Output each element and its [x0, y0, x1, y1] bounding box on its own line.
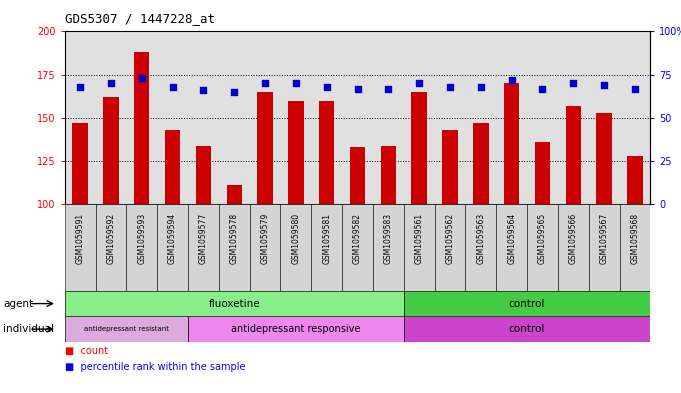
Text: GSM1059582: GSM1059582	[353, 213, 362, 264]
Bar	[350, 147, 365, 204]
Bar	[227, 185, 242, 204]
Text: individual: individual	[3, 324, 54, 334]
Bar	[411, 92, 427, 204]
Text: agent: agent	[3, 299, 33, 309]
Bar	[219, 204, 250, 291]
Text: GSM1059561: GSM1059561	[415, 213, 424, 264]
Point	[445, 84, 456, 90]
Bar	[465, 204, 496, 291]
Point	[290, 80, 301, 86]
Text: GSM1059580: GSM1059580	[291, 213, 300, 264]
Bar	[95, 204, 127, 291]
Bar	[288, 101, 304, 204]
Point	[352, 85, 363, 92]
Bar	[504, 83, 520, 204]
Text: ■  percentile rank within the sample: ■ percentile rank within the sample	[65, 362, 245, 371]
Point	[198, 87, 209, 94]
Bar	[597, 113, 612, 204]
Text: antidepressant resistant: antidepressant resistant	[84, 326, 169, 332]
Bar	[496, 204, 527, 291]
Bar	[188, 204, 219, 291]
Text: GSM1059562: GSM1059562	[445, 213, 454, 264]
Point	[259, 80, 270, 86]
Text: GSM1059567: GSM1059567	[599, 213, 609, 264]
Text: GSM1059566: GSM1059566	[569, 213, 577, 264]
Text: GDS5307 / 1447228_at: GDS5307 / 1447228_at	[65, 12, 215, 25]
Bar	[65, 316, 188, 342]
Point	[321, 84, 332, 90]
Bar	[558, 204, 588, 291]
Point	[568, 80, 579, 86]
Text: GSM1059564: GSM1059564	[507, 213, 516, 264]
Bar	[257, 92, 273, 204]
Point	[629, 85, 640, 92]
Bar	[311, 204, 342, 291]
Bar	[72, 123, 88, 204]
Bar	[381, 145, 396, 204]
Bar	[65, 204, 95, 291]
Point	[167, 84, 178, 90]
Point	[75, 84, 86, 90]
Text: GSM1059594: GSM1059594	[168, 213, 177, 264]
Bar	[566, 106, 581, 204]
Bar	[188, 316, 404, 342]
Bar	[527, 204, 558, 291]
Bar	[473, 123, 488, 204]
Bar	[250, 204, 281, 291]
Bar	[134, 52, 149, 204]
Point	[136, 75, 147, 81]
Bar	[442, 130, 458, 204]
Text: GSM1059592: GSM1059592	[106, 213, 116, 264]
Text: GSM1059583: GSM1059583	[384, 213, 393, 264]
Bar	[195, 145, 211, 204]
Point	[537, 85, 548, 92]
Bar	[404, 316, 650, 342]
Bar	[588, 204, 620, 291]
Bar	[620, 204, 650, 291]
Bar	[404, 291, 650, 316]
Bar	[127, 204, 157, 291]
Bar	[157, 204, 188, 291]
Text: fluoxetine: fluoxetine	[208, 299, 260, 309]
Text: antidepressant responsive: antidepressant responsive	[231, 324, 360, 334]
Bar	[373, 204, 404, 291]
Text: GSM1059577: GSM1059577	[199, 213, 208, 264]
Text: GSM1059578: GSM1059578	[229, 213, 239, 264]
Bar	[281, 204, 311, 291]
Point	[599, 82, 609, 88]
Point	[506, 77, 517, 83]
Point	[106, 80, 116, 86]
Bar	[65, 291, 404, 316]
Point	[475, 84, 486, 90]
Text: GSM1059591: GSM1059591	[76, 213, 84, 264]
Point	[414, 80, 425, 86]
Text: GSM1059579: GSM1059579	[261, 213, 270, 264]
Bar	[319, 101, 334, 204]
Text: GSM1059563: GSM1059563	[476, 213, 486, 264]
Text: GSM1059593: GSM1059593	[138, 213, 146, 264]
Bar	[535, 142, 550, 204]
Text: GSM1059581: GSM1059581	[322, 213, 331, 264]
Text: ■  count: ■ count	[65, 346, 108, 356]
Point	[383, 85, 394, 92]
Text: control: control	[509, 324, 545, 334]
Bar	[104, 97, 118, 204]
Bar	[434, 204, 465, 291]
Text: control: control	[509, 299, 545, 309]
Bar	[165, 130, 180, 204]
Bar	[404, 204, 434, 291]
Bar	[342, 204, 373, 291]
Bar	[627, 156, 643, 204]
Text: GSM1059565: GSM1059565	[538, 213, 547, 264]
Point	[229, 89, 240, 95]
Text: GSM1059568: GSM1059568	[631, 213, 639, 264]
